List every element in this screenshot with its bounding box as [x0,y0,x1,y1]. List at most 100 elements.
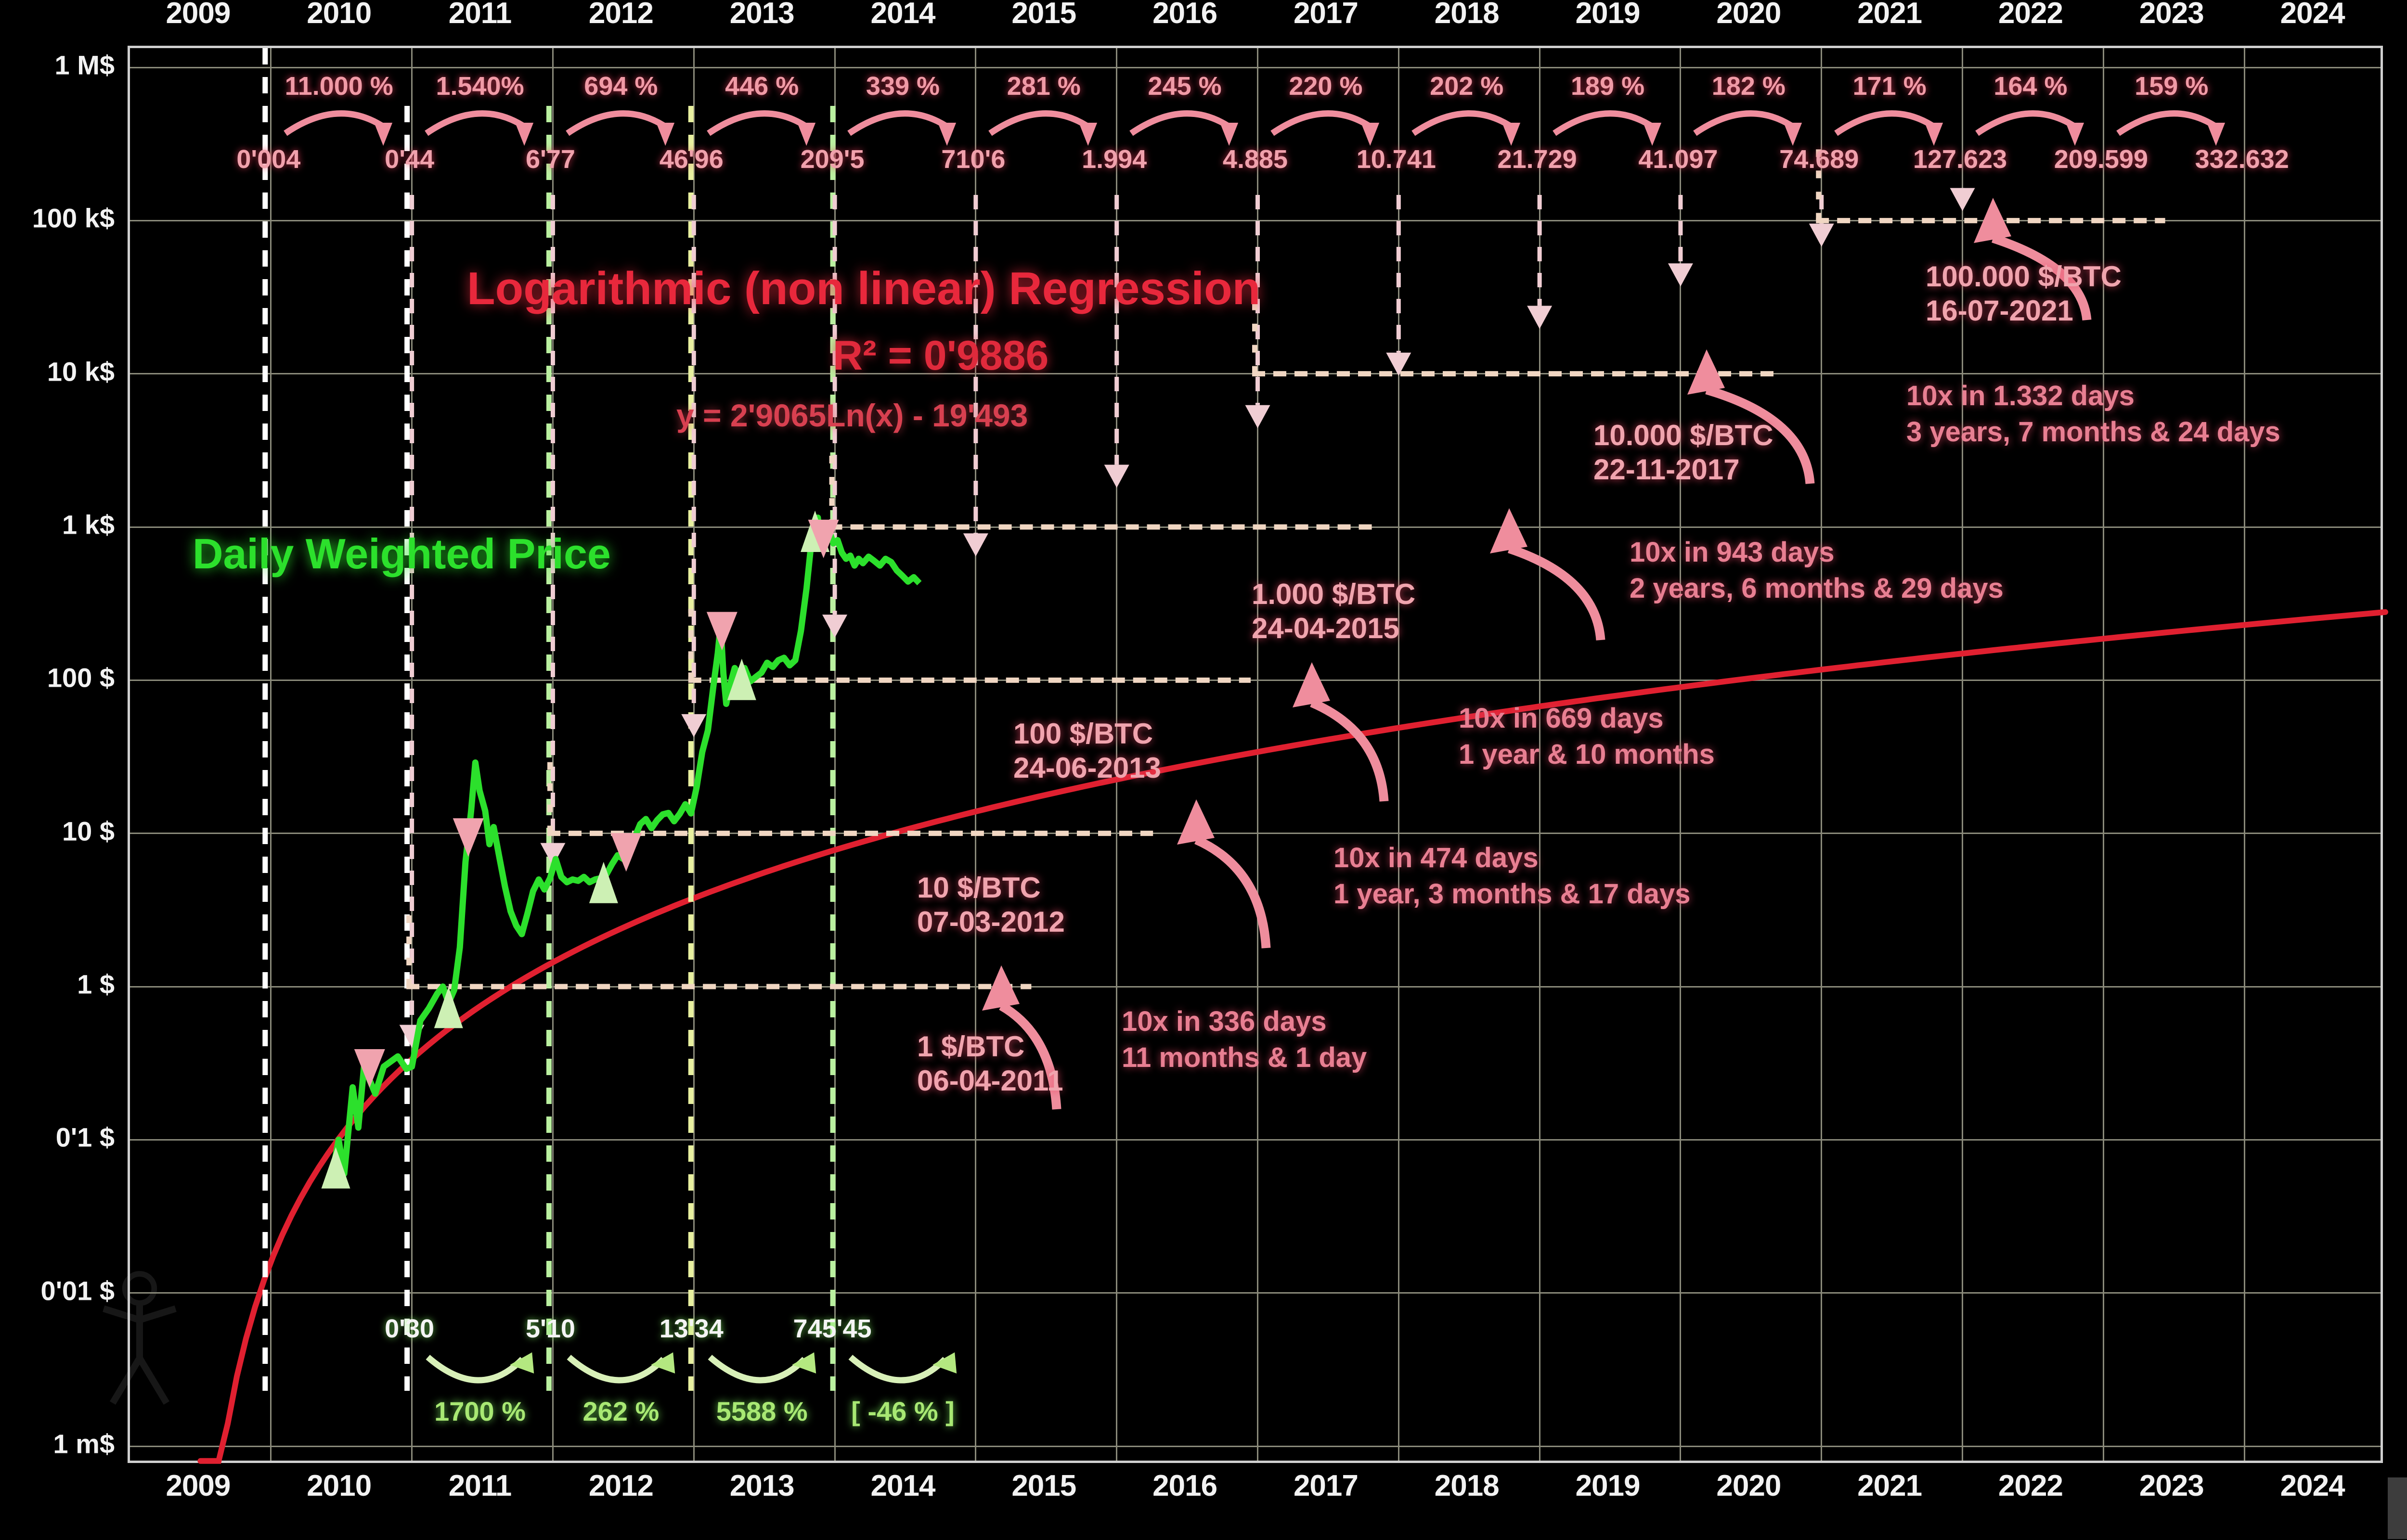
version-stamp: 14-10-2019 v 1.1 [2388,1477,2407,1539]
top-value-10: 41.097 [1638,145,1718,174]
growth-arrow-icon [1129,110,1239,146]
gridline-vertical [270,48,272,1461]
growth-arrow-icon [1270,110,1380,146]
gridline-vertical [1539,48,1540,1461]
x-tick-bottom-2012: 2012 [588,1469,654,1502]
top-value-12: 127.623 [1913,145,2007,174]
top-percent-11: 171 % [1852,72,1927,101]
top-value-2: 6'77 [525,145,575,174]
milestone-date: 22-11-2017 [1593,453,1740,486]
milestone-date: 24-06-2013 [1013,751,1161,784]
bottom-value-3: 745'45 [793,1314,872,1343]
multiplier-span: 11 months & 1 day [1122,1042,1367,1074]
top-percent-4: 339 % [866,72,940,101]
x-tick-top-2010: 2010 [307,0,372,30]
x-tick-bottom-2018: 2018 [1434,1469,1500,1502]
top-percent-10: 182 % [1711,72,1786,101]
bottom-value-2: 13'34 [659,1314,724,1343]
milestone-multiplier-2: 10x in 669 days 1 year & 10 months [1459,700,1715,773]
gridline-horizontal [130,833,2381,834]
milestone-callout-0: 1 $/BTC 06-04-2011 [917,1030,1063,1098]
growth-arrow-icon [847,110,957,146]
plot-area [128,46,2388,1464]
milestone-price: 1 $/BTC [917,1030,1025,1063]
milestone-callout-5: 100.000 $/BTC 16-07-2021 [1926,260,2122,328]
multiplier-days: 10x in 943 days [1630,537,1835,568]
multiplier-span: 2 years, 6 months & 29 days [1630,573,2004,604]
x-tick-top-2023: 2023 [2139,0,2204,30]
x-tick-top-2014: 2014 [870,0,936,30]
growth-arrow-icon [1693,110,1802,146]
y-tick-left-7: 0'1 $ [55,1122,115,1153]
chart-overlay [197,48,2388,1464]
top-value-6: 1.994 [1082,145,1147,174]
x-tick-bottom-2011: 2011 [448,1469,512,1502]
milestone-multiplier-1: 10x in 474 days 1 year, 3 months & 17 day… [1333,840,1690,912]
top-percent-9: 189 % [1570,72,1645,101]
milestone-multiplier-3: 10x in 943 days 2 years, 6 months & 29 da… [1630,534,2004,607]
y-tick-left-9: 1 m$ [53,1428,115,1459]
growth-arrow-icon [1834,110,1943,146]
x-tick-bottom-2009: 2009 [166,1469,231,1502]
gridline-horizontal [130,679,2381,681]
x-tick-bottom-2021: 2021 [1857,1469,1922,1502]
bottom-percent-0: 1700 % [434,1396,526,1426]
gridline-vertical [2243,48,2245,1461]
growth-arrow-icon [706,110,815,146]
x-tick-bottom-2013: 2013 [729,1469,795,1502]
multiplier-span: 3 years, 7 months & 24 days [1906,416,2280,448]
top-percent-12: 164 % [1993,72,2068,101]
x-tick-top-2020: 2020 [1716,0,1781,30]
growth-arrow-icon [1552,110,1661,146]
stamp-version: v 1.1 [2388,1505,2407,1531]
gridline-horizontal [130,66,2381,68]
top-value-0: 0'004 [236,145,301,174]
growth-arrow-icon [284,110,393,146]
x-tick-top-2015: 2015 [1011,0,1076,30]
gridline-horizontal [130,219,2381,221]
gridline-vertical [1962,48,1964,1461]
milestone-price: 100 $/BTC [1013,718,1153,750]
top-value-11: 74.689 [1779,145,1859,174]
y-tick-left-2: 10 k$ [47,356,115,387]
y-tick-left-8: 0'01 $ [40,1275,115,1306]
x-tick-bottom-2022: 2022 [1998,1469,2063,1502]
top-percent-7: 220 % [1289,72,1363,101]
milestone-callout-2: 100 $/BTC 24-06-2013 [1013,717,1161,785]
return-arrow-icon [708,1352,816,1384]
stamp-date: 14-10-2019 [2388,1477,2407,1505]
x-tick-bottom-2020: 2020 [1716,1469,1781,1502]
x-tick-top-2009: 2009 [166,0,231,30]
equation-label: y = 2'9065Ln(x) - 19'493 [676,398,1028,433]
bottom-percent-1: 262 % [582,1396,660,1426]
multiplier-span: 1 year, 3 months & 17 days [1333,878,1691,910]
top-percent-13: 159 % [2135,72,2209,101]
milestone-date: 06-04-2011 [917,1064,1063,1097]
gridline-vertical [1398,48,1399,1461]
bottom-value-0: 0'30 [385,1314,435,1343]
x-tick-bottom-2015: 2015 [1011,1469,1076,1502]
gridline-horizontal [130,1445,2381,1447]
growth-arrow-icon [1411,110,1520,146]
top-value-14: 332.632 [2195,145,2289,174]
bottom-percent-2: 5588 % [716,1396,808,1426]
top-percent-3: 446 % [725,72,799,101]
milestone-price: 10 $/BTC [917,872,1041,904]
gridline-horizontal [130,986,2381,988]
milestone-date: 16-07-2021 [1926,294,2073,327]
top-value-9: 21.729 [1497,145,1577,174]
multiplier-days: 10x in 336 days [1122,1006,1327,1037]
gridline-vertical [1116,48,1118,1461]
top-value-7: 4.885 [1222,145,1288,174]
top-value-4: 209'5 [800,145,865,174]
bottom-value-1: 5'10 [525,1314,575,1343]
multiplier-span: 1 year & 10 months [1459,739,1715,770]
growth-arrow-icon [988,110,1098,146]
chart-title: Logarithmic (non linear) Regression [467,263,1261,314]
x-tick-top-2022: 2022 [1998,0,2063,30]
y-tick-left-5: 10 $ [62,816,115,847]
top-percent-6: 245 % [1148,72,1222,101]
x-tick-bottom-2014: 2014 [870,1469,936,1502]
top-value-5: 710'6 [941,145,1006,174]
